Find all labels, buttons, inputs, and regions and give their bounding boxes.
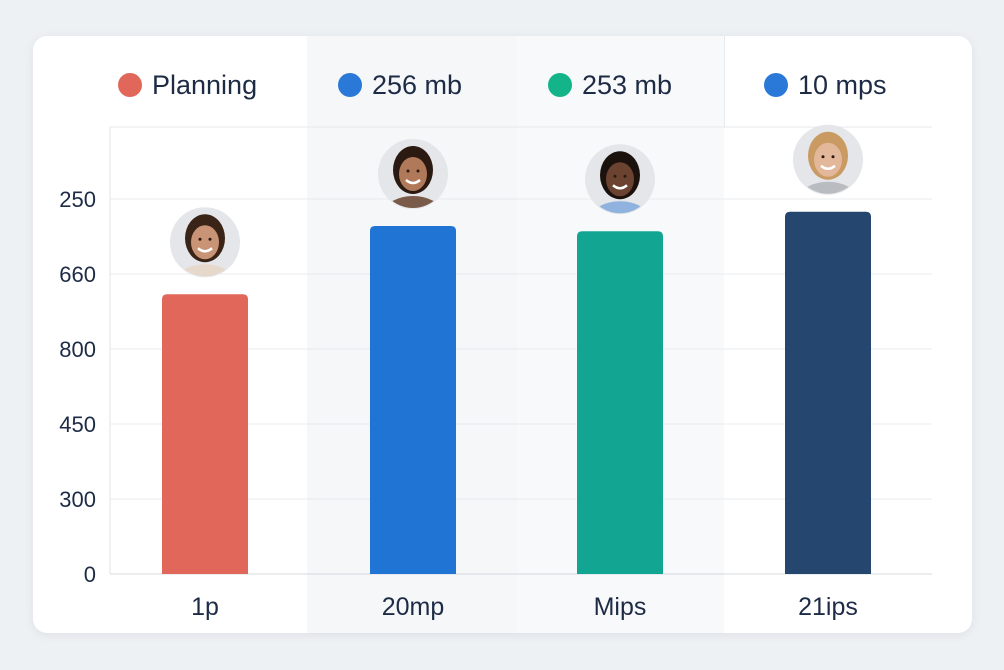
avatar-3: [585, 144, 655, 215]
bar-chart: 0 300 450 800 660 250 1p 20mp Mips 21ips: [59, 124, 932, 621]
y-tick-label: 800: [59, 337, 96, 362]
bar-1p: [162, 294, 248, 574]
y-tick-label: 660: [59, 262, 96, 287]
chart-card: 0 300 450 800 660 250 1p 20mp Mips 21ips Planning…: [33, 36, 972, 633]
column-divider: [724, 36, 725, 128]
legend-label: 253 mb: [582, 69, 673, 100]
x-tick-label: 20mp: [382, 593, 445, 621]
legend-label: 256 mb: [372, 69, 463, 100]
x-tick-label: 21ips: [798, 593, 858, 621]
bar-Mips: [577, 231, 663, 574]
bar-20mp: [370, 226, 456, 574]
y-tick-label: 0: [84, 562, 96, 587]
y-tick-label: 300: [59, 487, 96, 512]
x-tick-label: 1p: [191, 593, 219, 621]
bar-21ips: [785, 211, 871, 574]
avatar-4: [793, 124, 863, 195]
legend-item-3: 253 mb: [548, 68, 672, 102]
legend-item-4: 10 mps: [764, 68, 887, 102]
legend-dot: [118, 73, 142, 97]
legend-dot: [548, 73, 572, 97]
y-tick-label: 450: [59, 412, 96, 437]
legend-label: Planning: [152, 69, 258, 100]
x-tick-label: Mips: [594, 593, 647, 621]
legend-dot: [338, 73, 362, 97]
legend-item-2: 256 mb: [338, 68, 462, 102]
legend-item-1: Planning: [118, 68, 257, 102]
y-tick-label: 250: [59, 187, 96, 212]
avatar-2: [378, 139, 448, 209]
avatar-1: [170, 207, 240, 278]
legend-label: 10 mps: [798, 69, 887, 100]
legend-dot: [764, 73, 788, 97]
